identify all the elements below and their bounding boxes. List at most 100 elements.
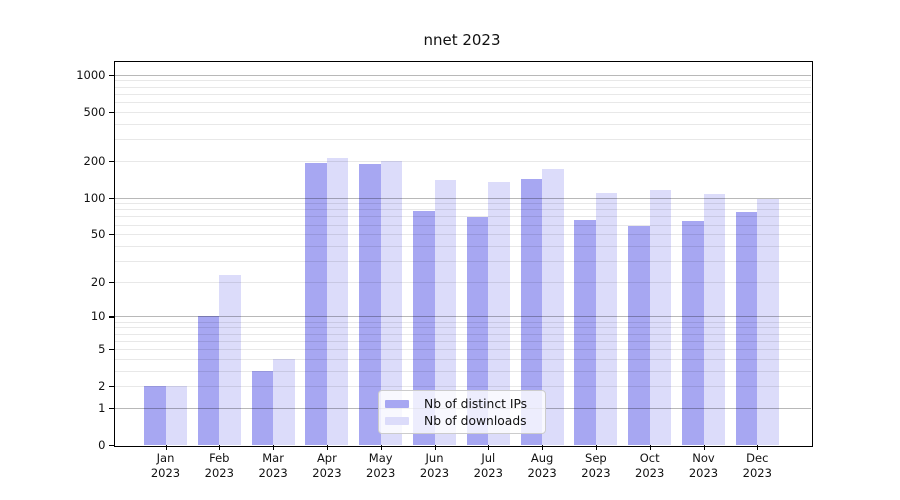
bar-distinct-ips-dec bbox=[735, 212, 758, 445]
x-tick-mark-feb bbox=[219, 445, 221, 450]
x-tick-mark-dec bbox=[757, 445, 759, 450]
x-tick-year: 2023 bbox=[635, 466, 665, 480]
y-tick-label-0: 0 bbox=[98, 438, 106, 452]
x-tick-label-mar: Mar 2023 bbox=[241, 451, 305, 481]
y-tick-label-500: 500 bbox=[83, 104, 106, 119]
bar-distinct-ips-feb bbox=[197, 316, 220, 445]
x-tick-label-dec: Dec 2023 bbox=[725, 451, 789, 481]
bar-distinct-ips-mar bbox=[251, 370, 274, 445]
x-tick-label-oct: Oct 2023 bbox=[618, 451, 682, 481]
x-tick-label-sep: Sep 2023 bbox=[564, 451, 628, 481]
x-tick-mark-oct bbox=[649, 445, 651, 450]
y-tick-mark-5 bbox=[109, 348, 114, 351]
x-tick-label-apr: Apr 2023 bbox=[295, 451, 359, 481]
x-tick-label-may: May 2023 bbox=[349, 451, 413, 481]
x-tick-mark-jul bbox=[488, 445, 490, 450]
x-tick-month: Dec bbox=[746, 451, 769, 465]
bar-downloads-apr bbox=[326, 158, 349, 445]
y-tick-mark-2 bbox=[109, 386, 114, 388]
bar-distinct-ips-jun bbox=[413, 210, 435, 445]
x-tick-year: 2023 bbox=[688, 466, 719, 480]
y-tick-mark-50 bbox=[109, 234, 114, 236]
x-tick-month: Oct bbox=[639, 451, 660, 465]
bar-downloads-sep bbox=[595, 192, 618, 445]
x-tick-month: Nov bbox=[692, 451, 715, 465]
y-tick-label-5: 5 bbox=[98, 341, 106, 356]
bar-downloads-jun bbox=[434, 179, 456, 445]
x-tick-mark-mar bbox=[273, 445, 275, 450]
y-tick-mark-500 bbox=[109, 111, 114, 113]
x-tick-year: 2023 bbox=[527, 466, 557, 480]
y-tick-label-200: 200 bbox=[83, 153, 106, 168]
bar-distinct-ips-nov bbox=[682, 221, 704, 445]
y-tick-mark-10 bbox=[109, 316, 114, 318]
x-tick-mark-jan bbox=[165, 445, 167, 450]
x-tick-mark-apr bbox=[326, 445, 329, 450]
y-tick-label-100: 100 bbox=[83, 190, 106, 205]
x-tick-year: 2023 bbox=[742, 466, 772, 480]
x-tick-month: Apr bbox=[316, 451, 337, 465]
x-tick-label-jan: Jan 2023 bbox=[134, 451, 198, 481]
x-tick-year: 2023 bbox=[312, 466, 342, 480]
legend-item-downloads: Nb of downloads bbox=[385, 412, 537, 429]
bar-distinct-ips-oct bbox=[628, 225, 650, 445]
y-tick-mark-20 bbox=[109, 281, 114, 283]
x-tick-month: Feb bbox=[209, 451, 230, 465]
x-tick-year: 2023 bbox=[258, 466, 288, 480]
y-tick-label-1000: 1000 bbox=[76, 67, 106, 82]
x-tick-label-nov: Nov 2023 bbox=[672, 451, 736, 481]
y-tick-mark-1000 bbox=[109, 74, 114, 76]
y-tick-label-2: 2 bbox=[98, 379, 106, 394]
x-tick-year: 2023 bbox=[150, 466, 181, 480]
x-tick-year: 2023 bbox=[366, 466, 396, 480]
bar-distinct-ips-jan bbox=[144, 386, 166, 445]
x-tick-month: Jul bbox=[481, 451, 496, 465]
bar-downloads-jul bbox=[488, 181, 510, 445]
x-tick-mark-may bbox=[380, 445, 382, 450]
y-tick-label-50: 50 bbox=[90, 227, 106, 242]
bar-distinct-ips-jul bbox=[466, 217, 489, 445]
legend-label-distinct-ips: Nb of distinct IPs bbox=[424, 396, 528, 411]
legend: Nb of distinct IPs Nb of downloads bbox=[378, 390, 546, 434]
x-tick-month: Sep bbox=[585, 451, 607, 465]
y-tick-mark-1 bbox=[109, 407, 114, 409]
x-tick-month: May bbox=[368, 451, 393, 465]
legend-item-distinct-ips: Nb of distinct IPs bbox=[385, 395, 537, 412]
x-tick-label-aug: Aug 2023 bbox=[510, 451, 574, 481]
bar-distinct-ips-aug bbox=[520, 178, 543, 445]
x-tick-label-jun: Jun 2023 bbox=[403, 451, 467, 481]
x-tick-label-feb: Feb 2023 bbox=[187, 451, 251, 481]
x-tick-mark-sep bbox=[595, 445, 598, 450]
y-tick-label-10: 10 bbox=[90, 309, 106, 324]
bar-downloads-mar bbox=[273, 358, 295, 445]
x-tick-mark-nov bbox=[703, 445, 705, 450]
x-tick-month: Aug bbox=[530, 451, 554, 465]
x-tick-year: 2023 bbox=[204, 466, 234, 480]
x-tick-year: 2023 bbox=[581, 466, 611, 480]
bar-distinct-ips-apr bbox=[305, 163, 327, 445]
bar-downloads-aug bbox=[542, 168, 564, 445]
legend-label-downloads: Nb of downloads bbox=[424, 413, 527, 428]
y-tick-mark-0 bbox=[109, 445, 114, 447]
legend-swatch-downloads bbox=[385, 416, 409, 425]
x-tick-mark-aug bbox=[542, 445, 544, 450]
x-tick-month: Mar bbox=[262, 451, 284, 465]
bar-downloads-jan bbox=[165, 386, 187, 445]
y-tick-label-20: 20 bbox=[90, 274, 106, 289]
x-tick-year: 2023 bbox=[473, 466, 503, 480]
bar-downloads-nov bbox=[703, 193, 725, 445]
bar-downloads-oct bbox=[649, 190, 672, 445]
y-tick-mark-200 bbox=[109, 160, 114, 162]
y-tick-mark-100 bbox=[109, 197, 114, 199]
y-tick-label-1: 1 bbox=[98, 400, 106, 415]
chart-title: nnet 2023 bbox=[423, 31, 501, 49]
bar-distinct-ips-sep bbox=[574, 219, 596, 445]
x-tick-year: 2023 bbox=[419, 466, 450, 480]
bar-downloads-feb bbox=[219, 274, 241, 445]
x-tick-month: Jan bbox=[156, 451, 175, 465]
bar-downloads-may bbox=[380, 161, 403, 445]
x-tick-mark-jun bbox=[434, 445, 436, 450]
